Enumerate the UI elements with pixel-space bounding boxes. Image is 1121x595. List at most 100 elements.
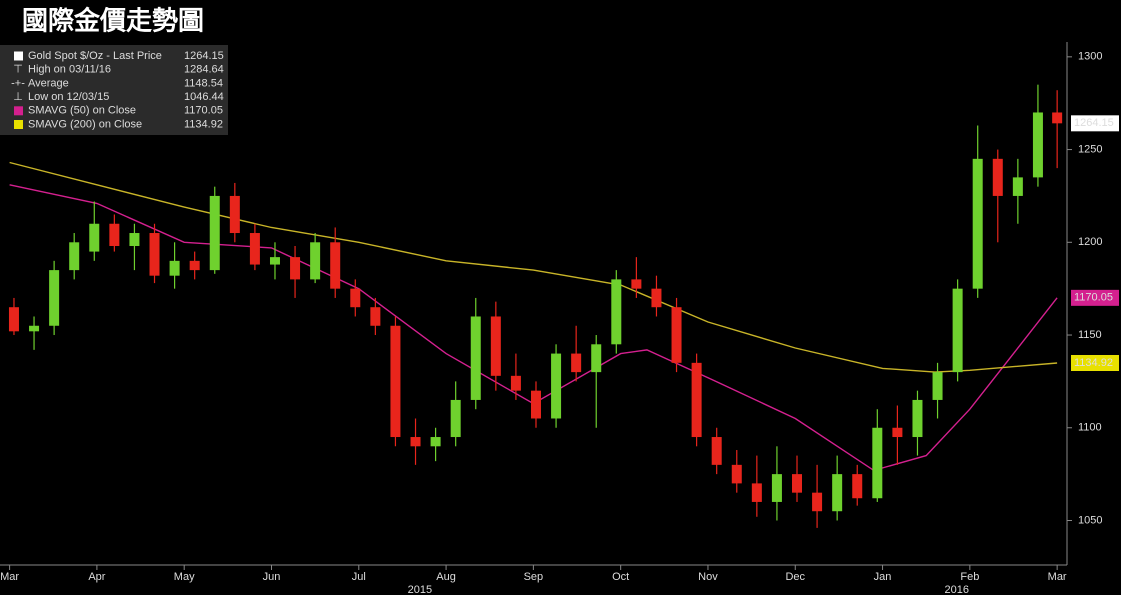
x-tick-label: Feb [960,571,979,583]
candle-body [470,316,481,400]
x-tick-label: Oct [612,571,629,583]
value-tag-label: 1170.05 [1074,292,1113,304]
candle-body [872,427,883,499]
candle-body [992,158,1003,196]
candle-body [1052,112,1063,124]
value-tag [1071,289,1119,306]
candle-body [530,390,541,419]
legend-label: SMAVG (50) on Close [28,105,136,117]
candle-body [912,399,923,438]
y-tick-label: 1250 [1078,143,1102,155]
candle-body [731,464,742,484]
candle-body [812,492,823,512]
candle-body [209,195,220,271]
candle-body [450,399,461,438]
x-tick-label: May [174,571,195,583]
y-tick-label: 1300 [1078,51,1102,63]
candle-body [189,260,200,271]
y-tick-label: 1100 [1078,422,1102,434]
legend-value: 1134.92 [184,118,223,130]
legend-label: Average [28,77,69,89]
x-tick-label: Jun [263,571,281,583]
candle-body [852,474,863,499]
candle-body [330,242,341,289]
candle-body [932,372,943,400]
x-tick-label: Dec [785,571,805,583]
legend-swatch [14,51,23,61]
x-tick-label: Sep [524,571,544,583]
candle-body [169,260,180,276]
candle-body [89,223,100,252]
legend-swatch [14,120,23,129]
legend-value: 1284.64 [184,64,224,76]
candle-body [651,288,662,308]
y-tick-label: 1200 [1078,236,1102,248]
candle-body [290,257,301,280]
candle-body [892,427,903,438]
candle-body [410,437,421,447]
y-tick-label: 1150 [1078,329,1102,341]
candle-body [952,288,963,373]
chart-title: 國際金價走勢圖 [22,6,204,37]
legend-icon: ⊥ [13,91,23,103]
legend-label: SMAVG (200) on Close [28,118,142,130]
candle-body [149,233,160,276]
legend-label: High on 03/11/16 [28,64,111,76]
candle-body [751,483,762,502]
candle-body [510,375,521,391]
y-tick-label: 1050 [1078,514,1102,526]
candle-body [269,257,280,265]
candle-body [551,353,562,419]
x-tick-label: Jan [874,571,892,583]
candle-body [1012,177,1023,196]
candle-body [771,474,782,502]
legend-value: 1264.15 [184,50,224,62]
candle-body [611,279,622,345]
x-tick-label: Nov [698,571,718,583]
candle-body [229,195,240,234]
candle-body [370,307,381,326]
value-tag [1071,115,1119,132]
candle-body [571,353,582,373]
sma-line [9,184,1058,472]
candle-body [691,362,702,438]
legend-label: Low on 12/03/15 [28,91,109,103]
candle-body [249,233,260,265]
x-tick-label: Mar [1048,571,1067,583]
candle-body [711,437,722,465]
candle-body [972,158,983,289]
candle-body [631,279,642,289]
legend-box [0,45,228,135]
value-tag-label: 1264.15 [1074,117,1114,129]
candle-body [671,307,682,363]
legend-value: 1148.54 [184,77,223,89]
candle-body [109,223,120,247]
candle-body [310,242,321,280]
value-tag [1071,354,1119,371]
candle-body [1032,112,1043,178]
candle-body [390,325,401,438]
x-tick-label: Jul [352,571,366,583]
x-tick-label: Aug [436,571,456,583]
candle-body [29,325,40,332]
candle-body [490,316,501,376]
candle-body [129,233,140,247]
year-label: 2015 [408,584,432,595]
candle-body [430,437,441,447]
value-tag-label: 1134.92 [1074,357,1113,369]
legend-swatch [14,106,23,116]
sma-line [9,161,1058,373]
x-tick-label: Mar [0,571,19,583]
candle-body [832,474,843,512]
candle-body [792,474,803,493]
x-tick-label: Apr [88,571,105,583]
candle-body [350,288,361,308]
candle-body [49,270,60,326]
legend-icon: -+- [11,77,25,89]
legend-icon: ⊤ [13,64,23,76]
candle-body [69,242,80,271]
candle-body [591,344,602,373]
legend-label: Gold Spot $/Oz - Last Price [28,50,162,62]
